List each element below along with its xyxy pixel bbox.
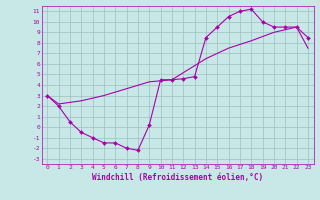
X-axis label: Windchill (Refroidissement éolien,°C): Windchill (Refroidissement éolien,°C)	[92, 173, 263, 182]
